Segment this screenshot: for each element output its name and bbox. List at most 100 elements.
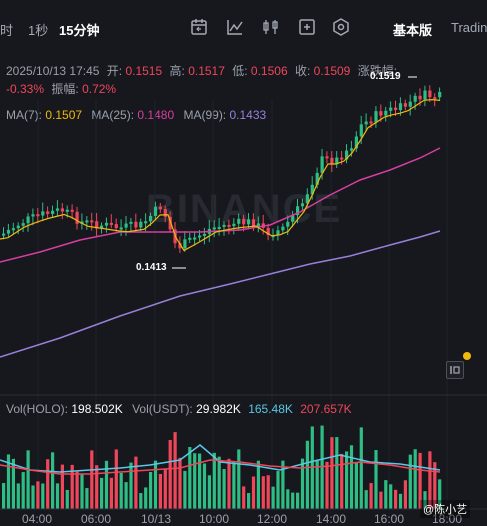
volume-bar [6, 454, 11, 509]
volume-bar [21, 472, 25, 509]
volume-bar [149, 472, 153, 509]
chart-toolbar: 时 1秒 15分钟 基本版 Tradin [0, 0, 487, 56]
candle-body [178, 243, 182, 249]
volume-bar [2, 483, 6, 509]
volume-bar [75, 471, 79, 509]
volume-bar [315, 459, 319, 509]
settings-icon[interactable] [331, 17, 351, 37]
volume-bar [364, 490, 368, 509]
candle-body [418, 95, 422, 100]
volume-bar [369, 483, 373, 509]
volume-bar [242, 486, 246, 509]
ma99-line [0, 230, 441, 358]
candle-body [354, 136, 358, 149]
volume-bar [60, 464, 64, 509]
volume-bar [114, 449, 118, 509]
volume-bar [202, 463, 207, 509]
volume-info-row: Vol(HOLO): 198.502K Vol(USDT): 29.982K 1… [6, 402, 352, 416]
volume-bar [158, 473, 162, 509]
volume-bar [31, 485, 35, 509]
high-price-annotation: 0.1519 [370, 71, 401, 82]
scroll-to-latest-icon[interactable] [446, 361, 464, 379]
basic-view-button[interactable]: 基本版 [393, 23, 433, 38]
volume-bar [374, 450, 378, 509]
candle-body [369, 121, 373, 124]
candle-body [340, 157, 344, 160]
x-axis-label: 16:00 [374, 512, 405, 526]
candle-body [423, 90, 427, 100]
amplitude-label: 振幅: [51, 82, 79, 96]
volume-bar [46, 459, 50, 509]
line-tool-icon[interactable] [225, 17, 245, 37]
timeframe-1s[interactable]: 1秒 [28, 23, 49, 38]
tradingview-button[interactable]: Tradin [451, 20, 487, 35]
x-axis-label: 10:00 [199, 512, 230, 526]
volume-bar [291, 492, 295, 509]
volume-bar [11, 458, 15, 509]
candle-body [364, 121, 368, 125]
close-label: 收: [294, 64, 311, 78]
template-icon[interactable] [297, 17, 317, 37]
high-value: 0.1517 [188, 64, 225, 78]
candle-body [104, 222, 109, 226]
timeframe-hour[interactable]: 时 [0, 23, 14, 38]
volume-bar [398, 493, 403, 509]
open-label: 开: [106, 64, 123, 78]
volume-bar [85, 488, 89, 509]
vol-holo-label: Vol(HOLO): [6, 402, 69, 416]
volume-ma-line-2 [0, 459, 441, 475]
volume-bar [55, 483, 60, 509]
volume-ma-line-1 [0, 444, 441, 473]
volume-bar [163, 469, 167, 509]
candle-body [85, 220, 89, 223]
volume-bar [183, 470, 187, 509]
volume-bar [51, 452, 55, 509]
candle-body [6, 229, 11, 234]
volume-bar [335, 437, 339, 509]
volume-bar [325, 461, 329, 509]
x-axis-label: 06:00 [81, 512, 112, 526]
ma7-value: 0.1507 [45, 108, 83, 122]
volume-bar [276, 471, 280, 509]
candle-body [26, 216, 30, 224]
candle-body [433, 97, 437, 100]
ma7-label: MA(7): [6, 108, 42, 122]
volume-bar [36, 481, 40, 509]
candle-body [413, 95, 417, 102]
volume-bar [26, 450, 30, 509]
volume-bar [320, 425, 324, 509]
volume-bar [379, 491, 383, 509]
calendar-icon[interactable] [189, 17, 209, 37]
candle-body [394, 107, 398, 111]
open-value: 0.1515 [125, 64, 163, 78]
candle-body [90, 220, 94, 223]
volume-bar [124, 482, 128, 509]
candle-body [124, 223, 128, 228]
candle-body [320, 156, 324, 173]
timeframe-15m[interactable]: 15分钟 [59, 23, 100, 38]
volume-bar [65, 489, 69, 509]
candle-body [389, 107, 393, 111]
volume-bar [198, 453, 202, 509]
candle-body [349, 148, 354, 151]
volume-bar [408, 454, 412, 509]
candle-body [129, 221, 133, 224]
volume-bar [178, 457, 182, 509]
candle-body [139, 221, 143, 228]
volume-bar [266, 475, 270, 509]
candle-body [428, 90, 432, 98]
volume-bar [359, 427, 363, 509]
volume-bar [109, 477, 113, 509]
ohlc-row-2: -0.33% 振幅: 0.72% [6, 80, 116, 97]
alert-indicator-icon[interactable] [463, 352, 471, 360]
candle-body [183, 239, 187, 249]
candle-body [330, 157, 334, 165]
candle-body [403, 103, 407, 107]
volume-bar [340, 453, 344, 509]
vol-ma1-value: 165.48K [248, 402, 293, 416]
volume-bar [286, 489, 290, 509]
candle-body [41, 211, 45, 216]
close-value: 0.1509 [313, 64, 351, 78]
indicator-icon[interactable] [261, 17, 281, 37]
candle-body [16, 225, 20, 229]
